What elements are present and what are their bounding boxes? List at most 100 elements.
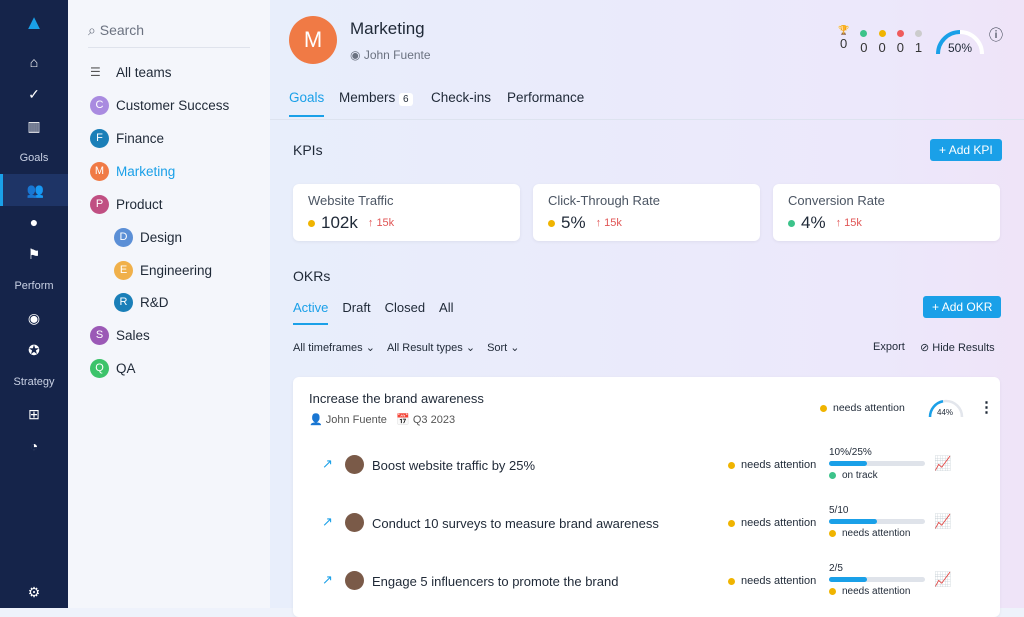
hide-results-button[interactable]: ⊘ Hide Results [920,341,995,354]
kpi-status-dot [548,219,555,227]
tab-label: Members [339,90,396,105]
flag-icon[interactable]: ⚑ [27,246,41,262]
chart-growth-icon[interactable]: 📈 [934,513,952,529]
kpi-card[interactable]: Conversion Rate 4% ↑ 15k [773,184,1000,241]
status-dot [820,404,827,412]
progress-fill [829,577,868,582]
progress-fill [829,461,868,466]
green-dot [860,30,868,38]
okr-tab-all[interactable]: All [439,300,454,315]
team-item[interactable]: F Finance [90,126,164,150]
kpi-card[interactable]: Click-Through Rate 5% ↑ 15k [533,184,760,241]
home-icon[interactable]: ⌂ [29,54,39,70]
team-label: All teams [116,64,172,80]
key-result-substatus: on track [829,470,878,481]
team-item[interactable]: E Engineering [114,258,212,282]
info-icon[interactable]: ⓘ [989,27,1003,43]
tab-goals[interactable]: Goals [289,90,325,117]
status-label: needs attention [833,402,905,414]
team-item[interactable]: R R&D [114,290,169,314]
user-icon: ◉ [350,48,361,62]
team-all[interactable]: ☰ All teams [90,60,172,84]
key-result-status: needs attention [728,517,816,529]
team-label: Design [140,229,183,245]
team-item[interactable]: C Customer Success [90,93,229,117]
team-label: Finance [116,130,165,146]
filter-sort[interactable]: Sort ⌄ [487,342,520,354]
key-result-progress-bar [829,519,925,524]
team-avatar: F [90,128,109,148]
bar-chart-icon[interactable]: ▥ [27,118,41,134]
key-result-status: needs attention [728,575,816,587]
palette-icon[interactable]: ◉ [27,310,41,326]
team-label: R&D [140,294,169,310]
okr-tab-draft[interactable]: Draft [342,300,371,315]
key-result-row[interactable]: ↗ Conduct 10 surveys to measure brand aw… [293,505,1000,553]
key-result-row[interactable]: ↗ Boost website traffic by 25% needs att… [293,447,1000,495]
filter-timeframes[interactable]: All timeframes ⌄ [293,342,375,354]
team-item[interactable]: M Marketing [90,159,175,183]
objective-card: Increase the brand awareness 👤 John Fuen… [293,377,1000,617]
progress-gauge [936,30,984,55]
team-item[interactable]: Q QA [90,356,136,380]
export-button[interactable]: Export [873,341,905,353]
okr-tab-closed[interactable]: Closed [384,300,426,315]
red-dot [896,30,904,38]
team-avatar: Q [90,358,109,378]
user-icon: 👤 [309,414,323,426]
status-label: needs attention [741,575,817,587]
objective-meta: 👤 John Fuente 📅 Q3 2023 [309,413,455,426]
trend-icon: ↗ [322,456,333,471]
logo-icon: ▲ [24,12,44,34]
team-item[interactable]: P Product [90,192,163,216]
key-result-status: needs attention [728,459,816,471]
add-okr-button[interactable]: + Add OKR [923,296,1002,318]
filter-label: Sort [487,342,508,354]
objective-owner: John Fuente [325,414,387,426]
kpi-status-dot [308,219,315,227]
chart-growth-icon[interactable]: 📈 [934,455,952,471]
add-kpi-button[interactable]: + Add KPI [930,139,1002,161]
more-menu-icon[interactable]: ⋮ [979,399,994,416]
settings-icon[interactable]: ⚙ [27,584,41,600]
user-icon[interactable]: ● [29,214,39,230]
count: 0 [896,40,904,55]
tab-checkins[interactable]: Check-ins [431,90,492,105]
team-avatar: E [114,260,133,280]
teams-icon[interactable]: 👥 [0,174,68,206]
status-dot [829,587,836,595]
arrow-up-icon: ↑ [367,217,374,229]
key-result-substatus: needs attention [829,586,910,597]
avatar [345,513,364,532]
chart-growth-icon[interactable]: 📈 [934,571,952,587]
kpis-title: KPIs [293,142,323,158]
team-avatar: R [114,292,133,312]
tab-members[interactable]: Members 6 [339,90,413,106]
hierarchy-icon[interactable]: ⊞ [28,406,40,422]
filter-result-types[interactable]: All Result types ⌄ [386,342,476,354]
okr-tab-active[interactable]: Active [293,300,329,325]
team-item[interactable]: D Design [114,225,182,249]
objective-gauge [928,399,964,418]
team-label: Product [116,196,163,212]
gauge-icon[interactable]: ◔ [29,438,39,454]
team-item[interactable]: S Sales [90,323,150,347]
tab-performance[interactable]: Performance [507,90,585,105]
check-circle-icon[interactable]: ✓ [28,86,40,102]
status-dot [728,577,735,585]
team-label: Customer Success [116,97,230,113]
substatus-label: needs attention [842,528,911,539]
status-dot [728,519,735,527]
star-icon[interactable]: ✪ [28,342,40,358]
substatus-label: on track [842,470,878,481]
kpi-value: 102k [321,213,358,232]
key-result-row[interactable]: ↗ Engage 5 influencers to promote the br… [293,563,1000,611]
calendar-icon: 📅 [396,414,410,426]
team-avatar: M [90,161,109,181]
kpi-card[interactable]: Website Traffic 102k ↑ 15k [293,184,520,241]
objective-title[interactable]: Increase the brand awareness [309,391,484,406]
kpi-name: Website Traffic [308,193,394,208]
key-result-title: Conduct 10 surveys to measure brand awar… [372,516,659,531]
search-input[interactable]: ⌕ Search [88,16,250,48]
substatus-label: needs attention [842,586,911,597]
